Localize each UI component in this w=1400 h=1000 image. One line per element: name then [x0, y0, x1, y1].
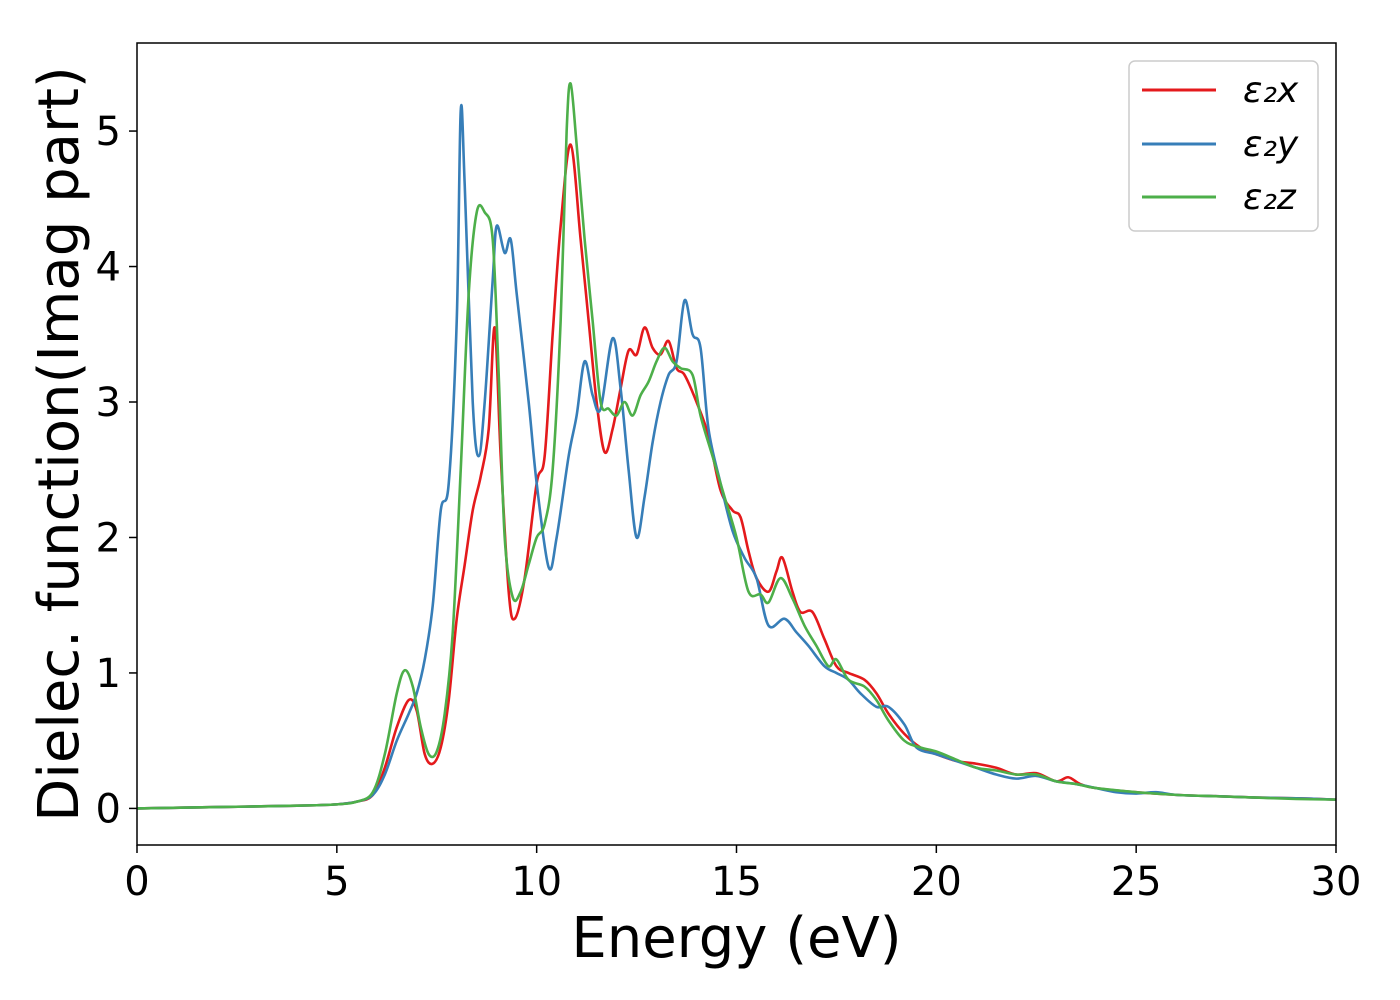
y-axis-label: Dielec. function(Imag part): [27, 66, 92, 822]
x-tick-label: 25: [1111, 859, 1162, 905]
x-axis-ticks: 0 5 10 15 20 25 30: [124, 845, 1361, 905]
legend-label: ε₂y: [1243, 124, 1299, 165]
y-tick-label: 3: [96, 380, 121, 426]
x-tick-label: 5: [324, 859, 349, 905]
legend-label: ε₂z: [1243, 177, 1297, 218]
y-tick-label: 5: [96, 109, 121, 155]
y-tick-label: 2: [96, 515, 121, 561]
x-tick-label: 10: [511, 859, 562, 905]
legend-label: ε₂x: [1243, 70, 1299, 111]
plot-lines: [137, 82, 1336, 810]
legend: ε₂x ε₂y ε₂z: [1128, 60, 1319, 232]
series-line-z: [137, 82, 1336, 810]
series-line-x: [137, 143, 1336, 810]
x-tick-label: 15: [711, 859, 762, 905]
x-tick-label: 20: [911, 859, 962, 905]
y-axis-ticks: 0 1 2 3 4 5: [96, 109, 137, 832]
x-axis-label: Energy (eV): [571, 906, 901, 971]
y-tick-label: 4: [96, 245, 121, 291]
y-tick-label: 1: [96, 651, 121, 697]
legend-box: [1128, 60, 1319, 232]
x-tick-label: 30: [1311, 859, 1362, 905]
y-tick-label: 0: [96, 786, 121, 832]
x-tick-label: 0: [124, 859, 149, 905]
